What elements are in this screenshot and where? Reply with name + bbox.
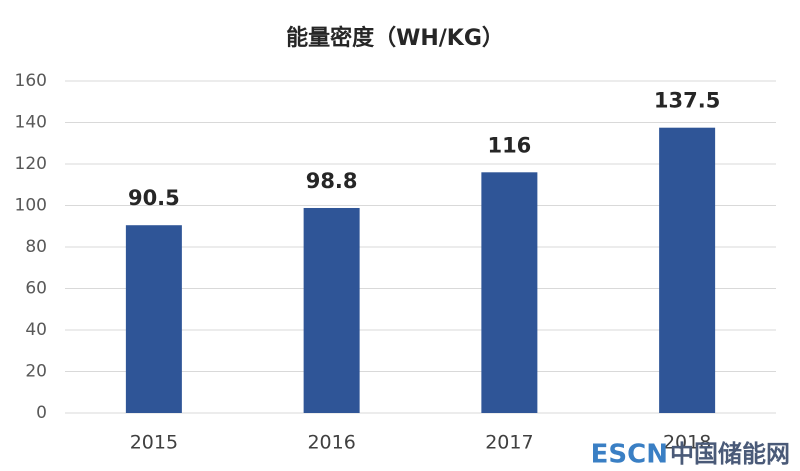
watermark-brand: ESCN (591, 440, 668, 470)
x-tick-label: 2018 (663, 432, 711, 454)
data-label: 98.8 (306, 169, 358, 193)
y-tick-label: 80 (25, 237, 47, 257)
x-tick-label: 2015 (130, 432, 178, 454)
chart-title: 能量密度（WH/KG） (286, 25, 504, 51)
data-label: 116 (487, 133, 531, 157)
y-tick-label: 40 (25, 320, 47, 340)
x-tick-label: 2017 (485, 432, 533, 454)
bar (659, 127, 716, 413)
y-tick-label: 140 (15, 113, 47, 133)
bar (125, 225, 182, 413)
y-tick-label: 20 (25, 362, 47, 382)
y-tick-label: 100 (15, 196, 47, 216)
y-tick-label: 120 (15, 154, 47, 174)
watermark-site: 中国储能网 (670, 440, 790, 468)
data-label: 137.5 (654, 89, 720, 113)
bar (303, 207, 360, 413)
plot-area: 0 20 40 60 80 100 120 140 160 2015 90.5 2016 98.8 201… (15, 71, 776, 454)
y-tick-label: 0 (36, 403, 47, 423)
y-tick-label: 160 (15, 71, 47, 91)
data-label: 90.5 (128, 186, 180, 210)
bar (481, 172, 538, 413)
y-tick-label: 60 (25, 279, 47, 299)
x-tick-label: 2016 (307, 432, 355, 454)
